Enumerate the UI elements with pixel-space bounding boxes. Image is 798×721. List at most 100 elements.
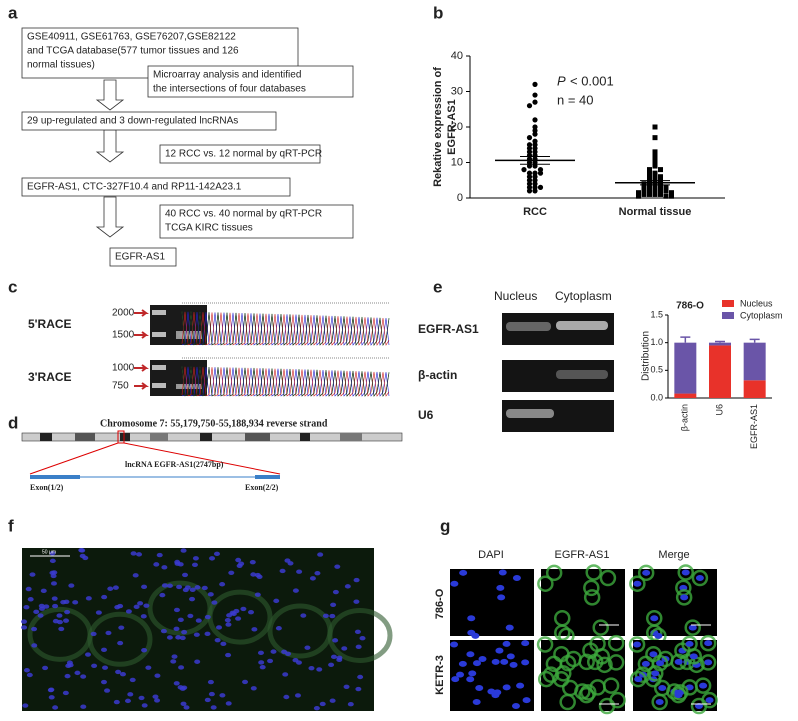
nucleus bbox=[633, 580, 642, 587]
data-point bbox=[658, 191, 663, 197]
nucleus bbox=[40, 588, 47, 594]
data-point bbox=[641, 181, 647, 187]
data-point bbox=[636, 193, 641, 199]
nucleus bbox=[29, 572, 36, 577]
nucleus bbox=[210, 705, 217, 710]
data-point bbox=[636, 190, 641, 196]
nucleus bbox=[183, 705, 190, 710]
nucleus bbox=[250, 686, 257, 691]
tissue-structure bbox=[87, 611, 153, 667]
cell bbox=[599, 569, 617, 587]
lncrna-label: lncRNA EGFR-AS1(2747bp) bbox=[125, 460, 224, 469]
nucleus bbox=[316, 667, 323, 672]
nucleus bbox=[129, 677, 136, 683]
bar-segment bbox=[743, 342, 766, 381]
cell bbox=[653, 679, 671, 697]
y-tick-label: 1.0 bbox=[650, 337, 663, 347]
nucleus bbox=[209, 556, 216, 561]
nucleus bbox=[344, 584, 351, 589]
cell bbox=[699, 634, 717, 652]
nucleus bbox=[279, 568, 286, 574]
chart-title: 786-O bbox=[676, 301, 704, 312]
nucleus bbox=[283, 694, 290, 700]
nucleus bbox=[180, 548, 187, 553]
nucleus bbox=[491, 692, 500, 699]
data-point bbox=[652, 135, 658, 141]
nucleus bbox=[329, 698, 336, 703]
x-tick-label: RCC bbox=[523, 206, 547, 218]
nucleus bbox=[450, 580, 459, 587]
flow-text: EGFR-AS1, CTC-327F10.4 and RP11-142A23.1 bbox=[27, 182, 242, 193]
nucleus bbox=[95, 610, 102, 615]
nucleus bbox=[192, 556, 199, 561]
gel-band bbox=[556, 321, 608, 330]
x-tick-label: EGFR-AS1 bbox=[749, 404, 759, 449]
nucleus bbox=[166, 635, 173, 640]
nucleus bbox=[113, 699, 120, 705]
y-tick-label: 0.5 bbox=[650, 365, 663, 375]
cell bbox=[670, 653, 687, 671]
nucleus bbox=[522, 697, 531, 704]
nucleus bbox=[49, 558, 56, 564]
nucleus bbox=[140, 614, 147, 619]
data-point bbox=[647, 174, 652, 180]
panel-label: c bbox=[8, 277, 17, 296]
nucleus bbox=[456, 671, 465, 678]
nucleus bbox=[63, 618, 70, 623]
nucleus bbox=[506, 653, 515, 660]
nucleus bbox=[688, 624, 697, 631]
data-point bbox=[537, 170, 544, 176]
nucleus bbox=[166, 583, 173, 588]
data-point bbox=[652, 191, 658, 197]
microscopy-image bbox=[450, 640, 534, 711]
row-label: KETR-3 bbox=[434, 655, 446, 695]
data-point bbox=[532, 92, 538, 98]
flow-text: GSE40911, GSE61763, GSE76207,GSE82122 bbox=[27, 32, 236, 43]
nucleus bbox=[330, 654, 337, 660]
data-point bbox=[647, 170, 652, 176]
nucleus bbox=[181, 685, 188, 690]
nucleus bbox=[681, 569, 690, 576]
nucleus bbox=[651, 670, 660, 677]
nucleus bbox=[353, 599, 360, 604]
nucleus bbox=[177, 617, 184, 623]
flow-text: 12 RCC vs. 12 normal by qRT-PCR bbox=[165, 149, 322, 160]
marker-label: 1000 bbox=[112, 363, 135, 374]
nucleus bbox=[51, 596, 58, 601]
cell bbox=[694, 677, 712, 694]
nucleus bbox=[174, 561, 181, 566]
nucleus bbox=[181, 629, 188, 635]
gel-row: β-actin bbox=[418, 368, 457, 382]
flow-text: normal tissues) bbox=[27, 60, 95, 71]
data-point bbox=[658, 167, 663, 173]
y-tick-label: 10 bbox=[451, 156, 463, 168]
panel-label: g bbox=[440, 516, 450, 535]
nucleus bbox=[495, 647, 504, 654]
nucleus bbox=[105, 630, 112, 636]
x-tick-label: Normal tissue bbox=[619, 206, 692, 218]
exon-label: Exon(2/2) bbox=[245, 483, 279, 492]
flow-box bbox=[109, 247, 177, 267]
marker-label: 2000 bbox=[112, 308, 135, 319]
nucleus bbox=[64, 609, 71, 615]
nucleus bbox=[56, 613, 63, 618]
nucleus bbox=[341, 646, 348, 651]
nucleus bbox=[655, 660, 664, 667]
nucleus bbox=[359, 636, 366, 641]
nucleus bbox=[33, 609, 40, 615]
nucleus bbox=[37, 613, 44, 618]
nucleus bbox=[143, 603, 150, 608]
data-point bbox=[521, 167, 527, 173]
nucleus bbox=[91, 663, 98, 668]
panel-label: a bbox=[8, 3, 18, 22]
nucleus bbox=[251, 627, 258, 632]
nucleus bbox=[152, 694, 159, 699]
error-bar bbox=[680, 336, 691, 343]
flow-text: 40 RCC vs. 40 normal by qRT-PCR bbox=[165, 209, 322, 220]
nucleus bbox=[207, 679, 214, 685]
legend-swatch bbox=[722, 312, 734, 319]
nucleus bbox=[704, 659, 713, 666]
nucleus bbox=[281, 649, 288, 655]
nucleus bbox=[191, 562, 198, 568]
nucleus bbox=[138, 695, 145, 701]
